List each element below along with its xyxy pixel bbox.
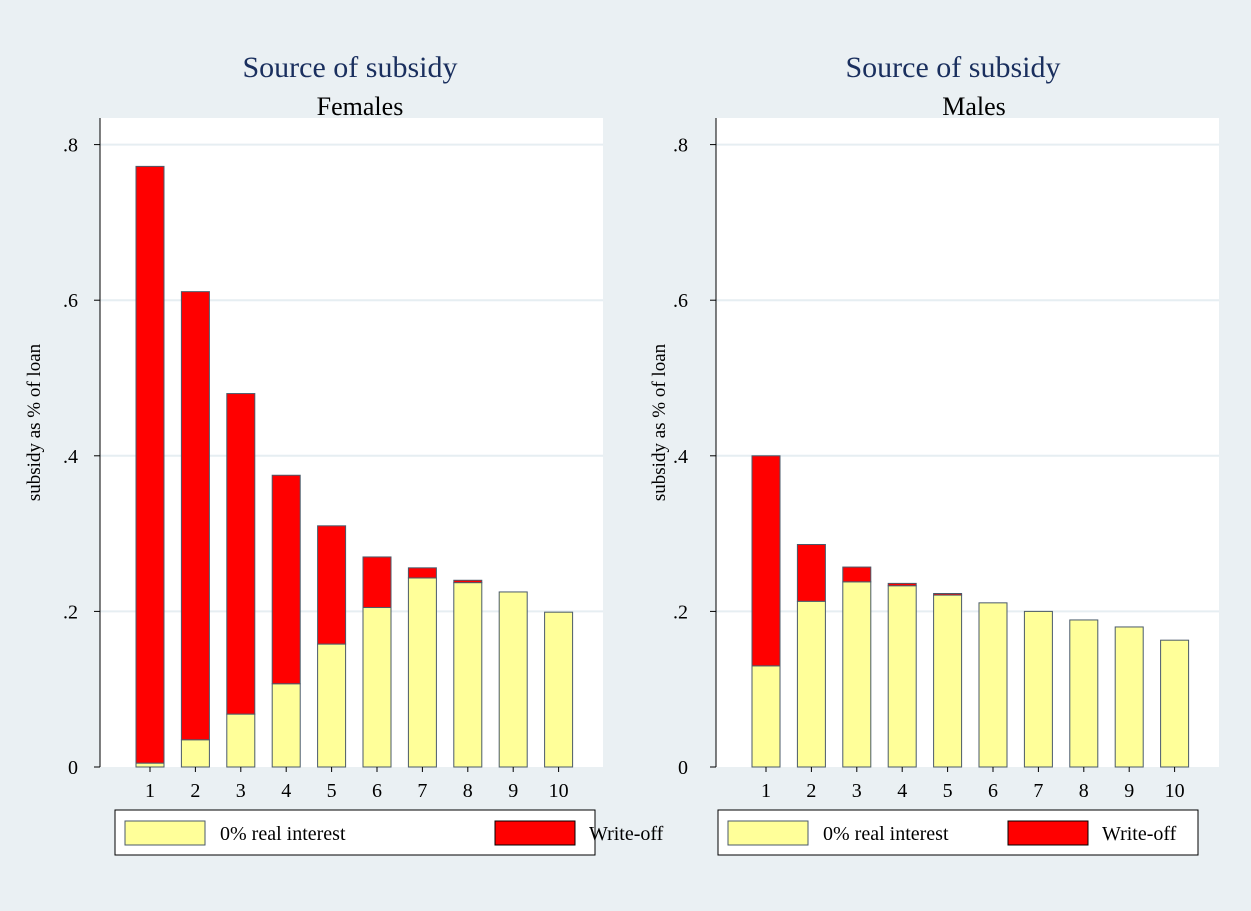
bar-interest-10: [1160, 639, 1190, 768]
bar-writeoff-1: [135, 165, 165, 764]
bar-writeoff-4: [887, 582, 917, 587]
legend: 0% real interest Write-off: [717, 809, 1199, 856]
legend-label-interest: 0% real interest: [220, 823, 346, 845]
bar-writeoff-5: [317, 525, 347, 645]
y-tick-label: .2: [673, 601, 688, 623]
x-tick-label: 5: [327, 780, 337, 802]
chart-panel-males: 0 .2 .4 .6 .8 subsidy as % of loan 1 2 3 4 5 6 7 8 9 10…: [649, 51, 1219, 856]
x-tick-label: 6: [372, 780, 382, 802]
chart-title: Source of subsidy: [243, 51, 458, 84]
bar-interest-4: [271, 683, 301, 768]
bar-writeoff-7: [407, 567, 437, 579]
bar-interest-1: [751, 665, 781, 768]
bar-interest-5: [317, 643, 347, 768]
y-tick-label: 0: [678, 757, 688, 779]
bar-interest-5: [933, 594, 963, 768]
bar-interest-2: [796, 600, 826, 768]
y-tick-label: .6: [673, 290, 688, 312]
bar-interest-7: [1023, 610, 1053, 768]
x-tick-label: 3: [236, 780, 246, 802]
bar-writeoff-3: [842, 566, 872, 583]
y-axis-label: subsidy as % of loan: [649, 343, 670, 501]
x-tick-label: 2: [190, 780, 200, 802]
legend-label-writeoff: Write-off: [1102, 823, 1177, 845]
bar-interest-3: [226, 713, 256, 768]
x-tick-label: 7: [417, 780, 427, 802]
bar-writeoff-5: [933, 593, 963, 596]
bar-interest-6: [362, 607, 392, 768]
y-tick-label: .8: [63, 135, 78, 157]
x-tick-label: 3: [852, 780, 862, 802]
x-tick-label: 1: [761, 780, 771, 802]
bar-interest-8: [453, 582, 483, 768]
bar-writeoff-2: [796, 543, 826, 602]
bar-interest-4: [887, 585, 917, 768]
y-tick-label: .4: [63, 446, 78, 468]
x-tick-label: 6: [988, 780, 998, 802]
chart-subtitle: Females: [317, 92, 404, 121]
x-tick-label: 9: [508, 780, 518, 802]
bar-interest-2: [180, 739, 210, 768]
y-axis-label: subsidy as % of loan: [24, 343, 45, 501]
bar-writeoff-3: [226, 393, 256, 715]
bar-interest-8: [1069, 619, 1099, 768]
x-tick-label: 8: [1079, 780, 1089, 802]
y-tick-label: .8: [673, 135, 688, 157]
x-tick-label: 4: [897, 780, 907, 802]
chart-panel-females: 0 .2 .4 .6 .8 subsidy as % of loan 1 2 3 4 5 6 7 8 9 10…: [24, 51, 664, 856]
chart-title: Source of subsidy: [846, 51, 1061, 84]
legend-swatch-interest: [727, 820, 809, 846]
legend-label-writeoff: Write-off: [589, 823, 664, 845]
bar-interest-7: [407, 577, 437, 768]
y-tick-label: .2: [63, 601, 78, 623]
bar-writeoff-4: [271, 474, 301, 685]
bar-interest-6: [978, 602, 1008, 768]
bar-interest-9: [498, 591, 528, 768]
legend-label-interest: 0% real interest: [823, 823, 949, 845]
x-tick-label: 8: [463, 780, 473, 802]
bar-writeoff-8: [453, 579, 483, 584]
chart-subtitle: Males: [942, 92, 1006, 121]
bar-writeoff-1: [751, 455, 781, 667]
x-tick-label: 4: [281, 780, 291, 802]
x-tick-label: 10: [549, 780, 569, 802]
bar-interest-10: [544, 611, 574, 768]
x-tick-label: 5: [943, 780, 953, 802]
legend-swatch-writeoff: [1007, 820, 1089, 846]
y-tick-label: .4: [673, 446, 688, 468]
bar-writeoff-2: [180, 291, 210, 741]
bar-interest-3: [842, 581, 872, 768]
x-tick-label: 9: [1124, 780, 1134, 802]
bar-interest-1: [135, 762, 165, 768]
x-tick-label: 7: [1033, 780, 1043, 802]
legend: 0% real interest Write-off: [114, 809, 664, 856]
legend-swatch-writeoff: [494, 820, 576, 846]
bar-interest-9: [1114, 626, 1144, 768]
x-tick-label: 10: [1165, 780, 1185, 802]
x-tick-label: 1: [145, 780, 155, 802]
y-tick-label: .6: [63, 290, 78, 312]
x-tick-label: 2: [806, 780, 816, 802]
y-tick-label: 0: [68, 757, 78, 779]
bar-writeoff-6: [362, 556, 392, 609]
legend-swatch-interest: [124, 820, 206, 846]
